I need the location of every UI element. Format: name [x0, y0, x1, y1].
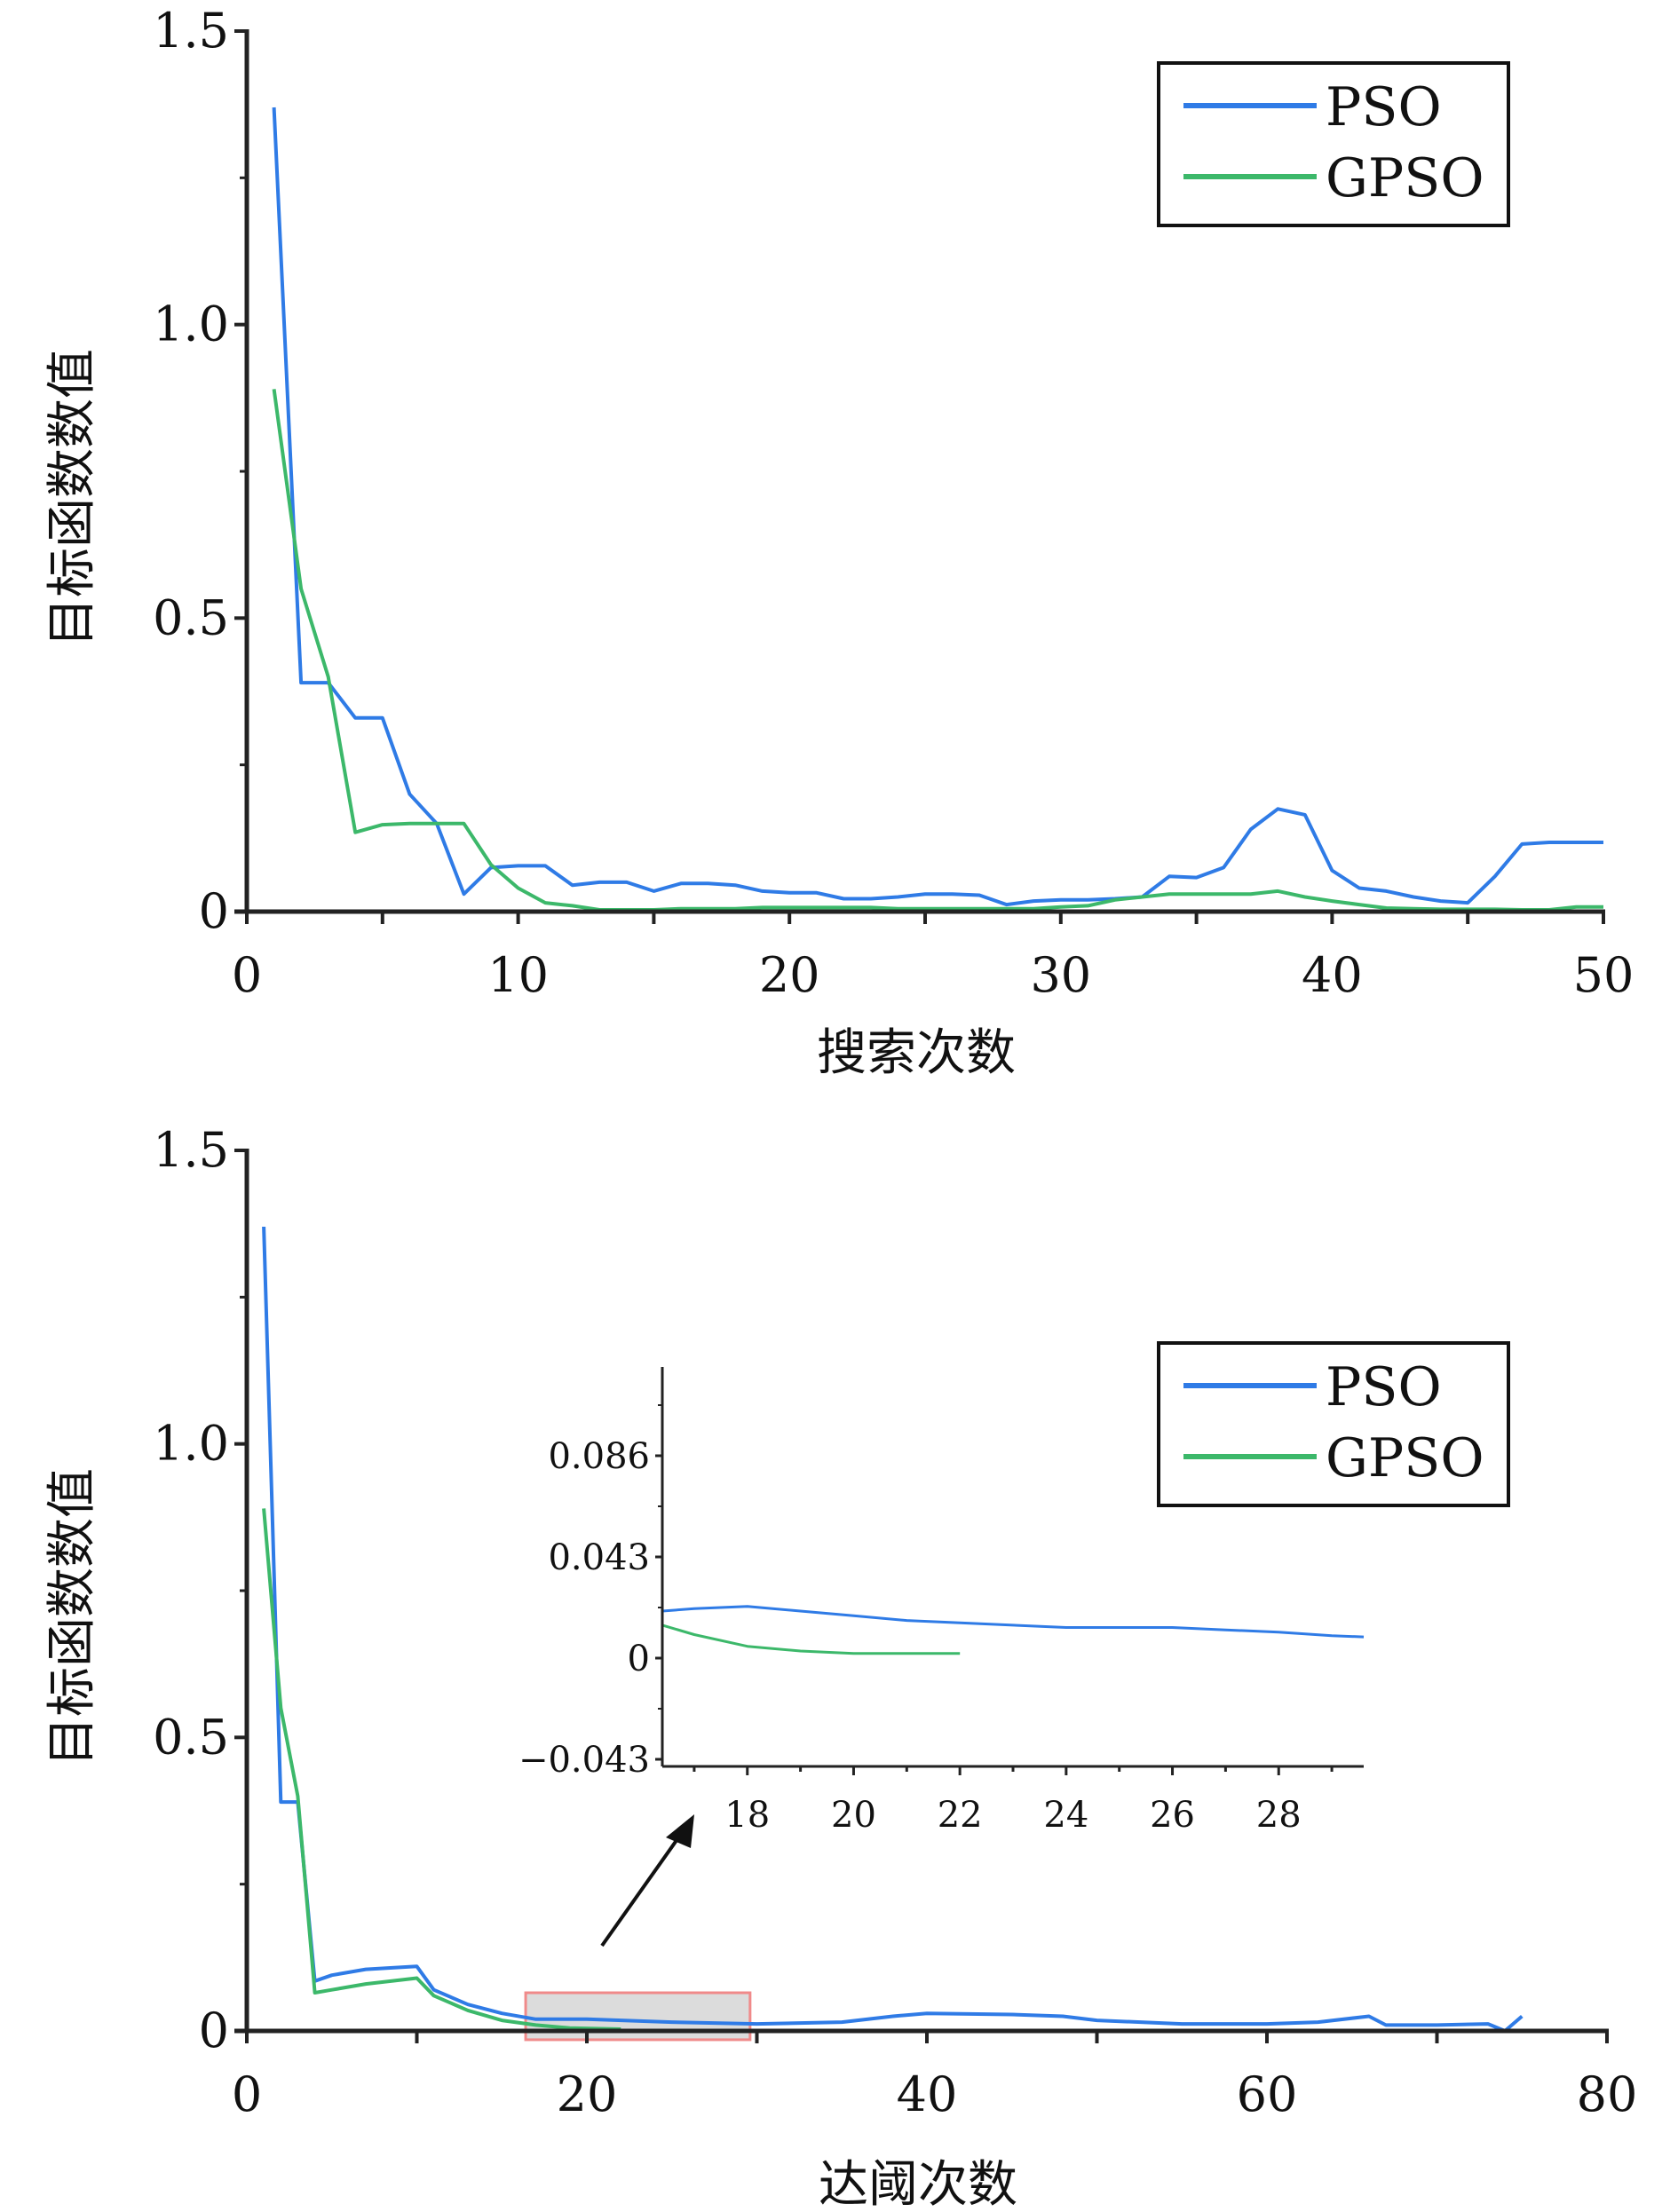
inset-y-tick-label: −0.043: [518, 1740, 650, 1781]
legend-box: [1157, 61, 1510, 227]
inset-chart: −0.043 0 0.043 0.086 18 20 22 24 26 28: [518, 1367, 1365, 1947]
chart-2: 0 0.5 1.0 1.5 0 20 40 60 80 达阈次数 目标函数数值 PSO GPSO: [44, 1122, 1637, 2212]
series-line-pso: [661, 1605, 1365, 1639]
x-tick-label: 40: [1302, 947, 1363, 1003]
chart-1: 0 0.5 1.0 1.5 0 10 20 30 40 50 搜索次数 目标函数数值 PSO GPSO: [44, 3, 1634, 1082]
series-line-gpso: [262, 1508, 621, 2031]
x-tick-label: 10: [487, 947, 549, 1003]
x-tick-label: 20: [557, 2066, 618, 2122]
x-axis-label: 达阈次数: [819, 2156, 1017, 2212]
legend: PSO GPSO: [1157, 61, 1510, 227]
inset-x-tick-label: 18: [724, 1795, 770, 1836]
y-tick-label: 0: [199, 883, 229, 939]
inset-x-tick-label: 24: [1043, 1795, 1088, 1836]
zoom-arrow-head: [666, 1814, 694, 1848]
legend-label-gpso: GPSO: [1326, 1427, 1484, 1489]
legend-label-pso: PSO: [1326, 1356, 1442, 1418]
zoom-arrow: [600, 1829, 685, 1947]
x-tick-label: 40: [897, 2066, 958, 2122]
legend-label-gpso: GPSO: [1326, 147, 1484, 209]
legend-label-pso: PSO: [1326, 76, 1442, 138]
y-tick-label: 1.0: [153, 296, 229, 352]
y-axis-label: 目标函数数值: [44, 1468, 101, 1766]
inset-x-tick-label: 28: [1256, 1795, 1302, 1836]
y-tick-label: 1.5: [153, 1122, 229, 1178]
legend-box: [1157, 1341, 1510, 1507]
series-line-pso: [262, 1226, 1524, 2033]
y-tick-label: 0: [199, 2003, 229, 2058]
y-tick-label: 0.5: [153, 1709, 229, 1765]
series-line-gpso: [272, 389, 1603, 912]
y-tick-label: 1.5: [153, 3, 229, 59]
inset-x-tick-label: 22: [938, 1795, 983, 1836]
x-tick-label: 60: [1237, 2066, 1298, 2122]
x-tick-label: 30: [1030, 947, 1091, 1003]
inset-x-tick-label: 20: [831, 1795, 876, 1836]
x-axis-label: 搜索次数: [817, 1024, 1016, 1082]
series-line-gpso: [661, 1623, 961, 1655]
y-tick-label: 1.0: [153, 1416, 229, 1472]
x-tick-label: 80: [1577, 2066, 1638, 2122]
y-axis-label: 目标函数数值: [44, 349, 101, 647]
x-tick-label: 20: [759, 947, 820, 1003]
x-tick-label: 0: [232, 2066, 262, 2122]
inset-y-tick-label: 0.043: [548, 1537, 650, 1578]
inset-y-tick-label: 0.086: [548, 1436, 650, 1477]
x-tick-label: 50: [1573, 947, 1634, 1003]
legend: PSO GPSO: [1157, 1341, 1510, 1507]
x-tick-label: 0: [232, 947, 262, 1003]
inset-x-tick-label: 26: [1150, 1795, 1195, 1836]
inset-y-tick-label: 0: [628, 1639, 650, 1679]
y-tick-label: 0.5: [153, 589, 229, 645]
